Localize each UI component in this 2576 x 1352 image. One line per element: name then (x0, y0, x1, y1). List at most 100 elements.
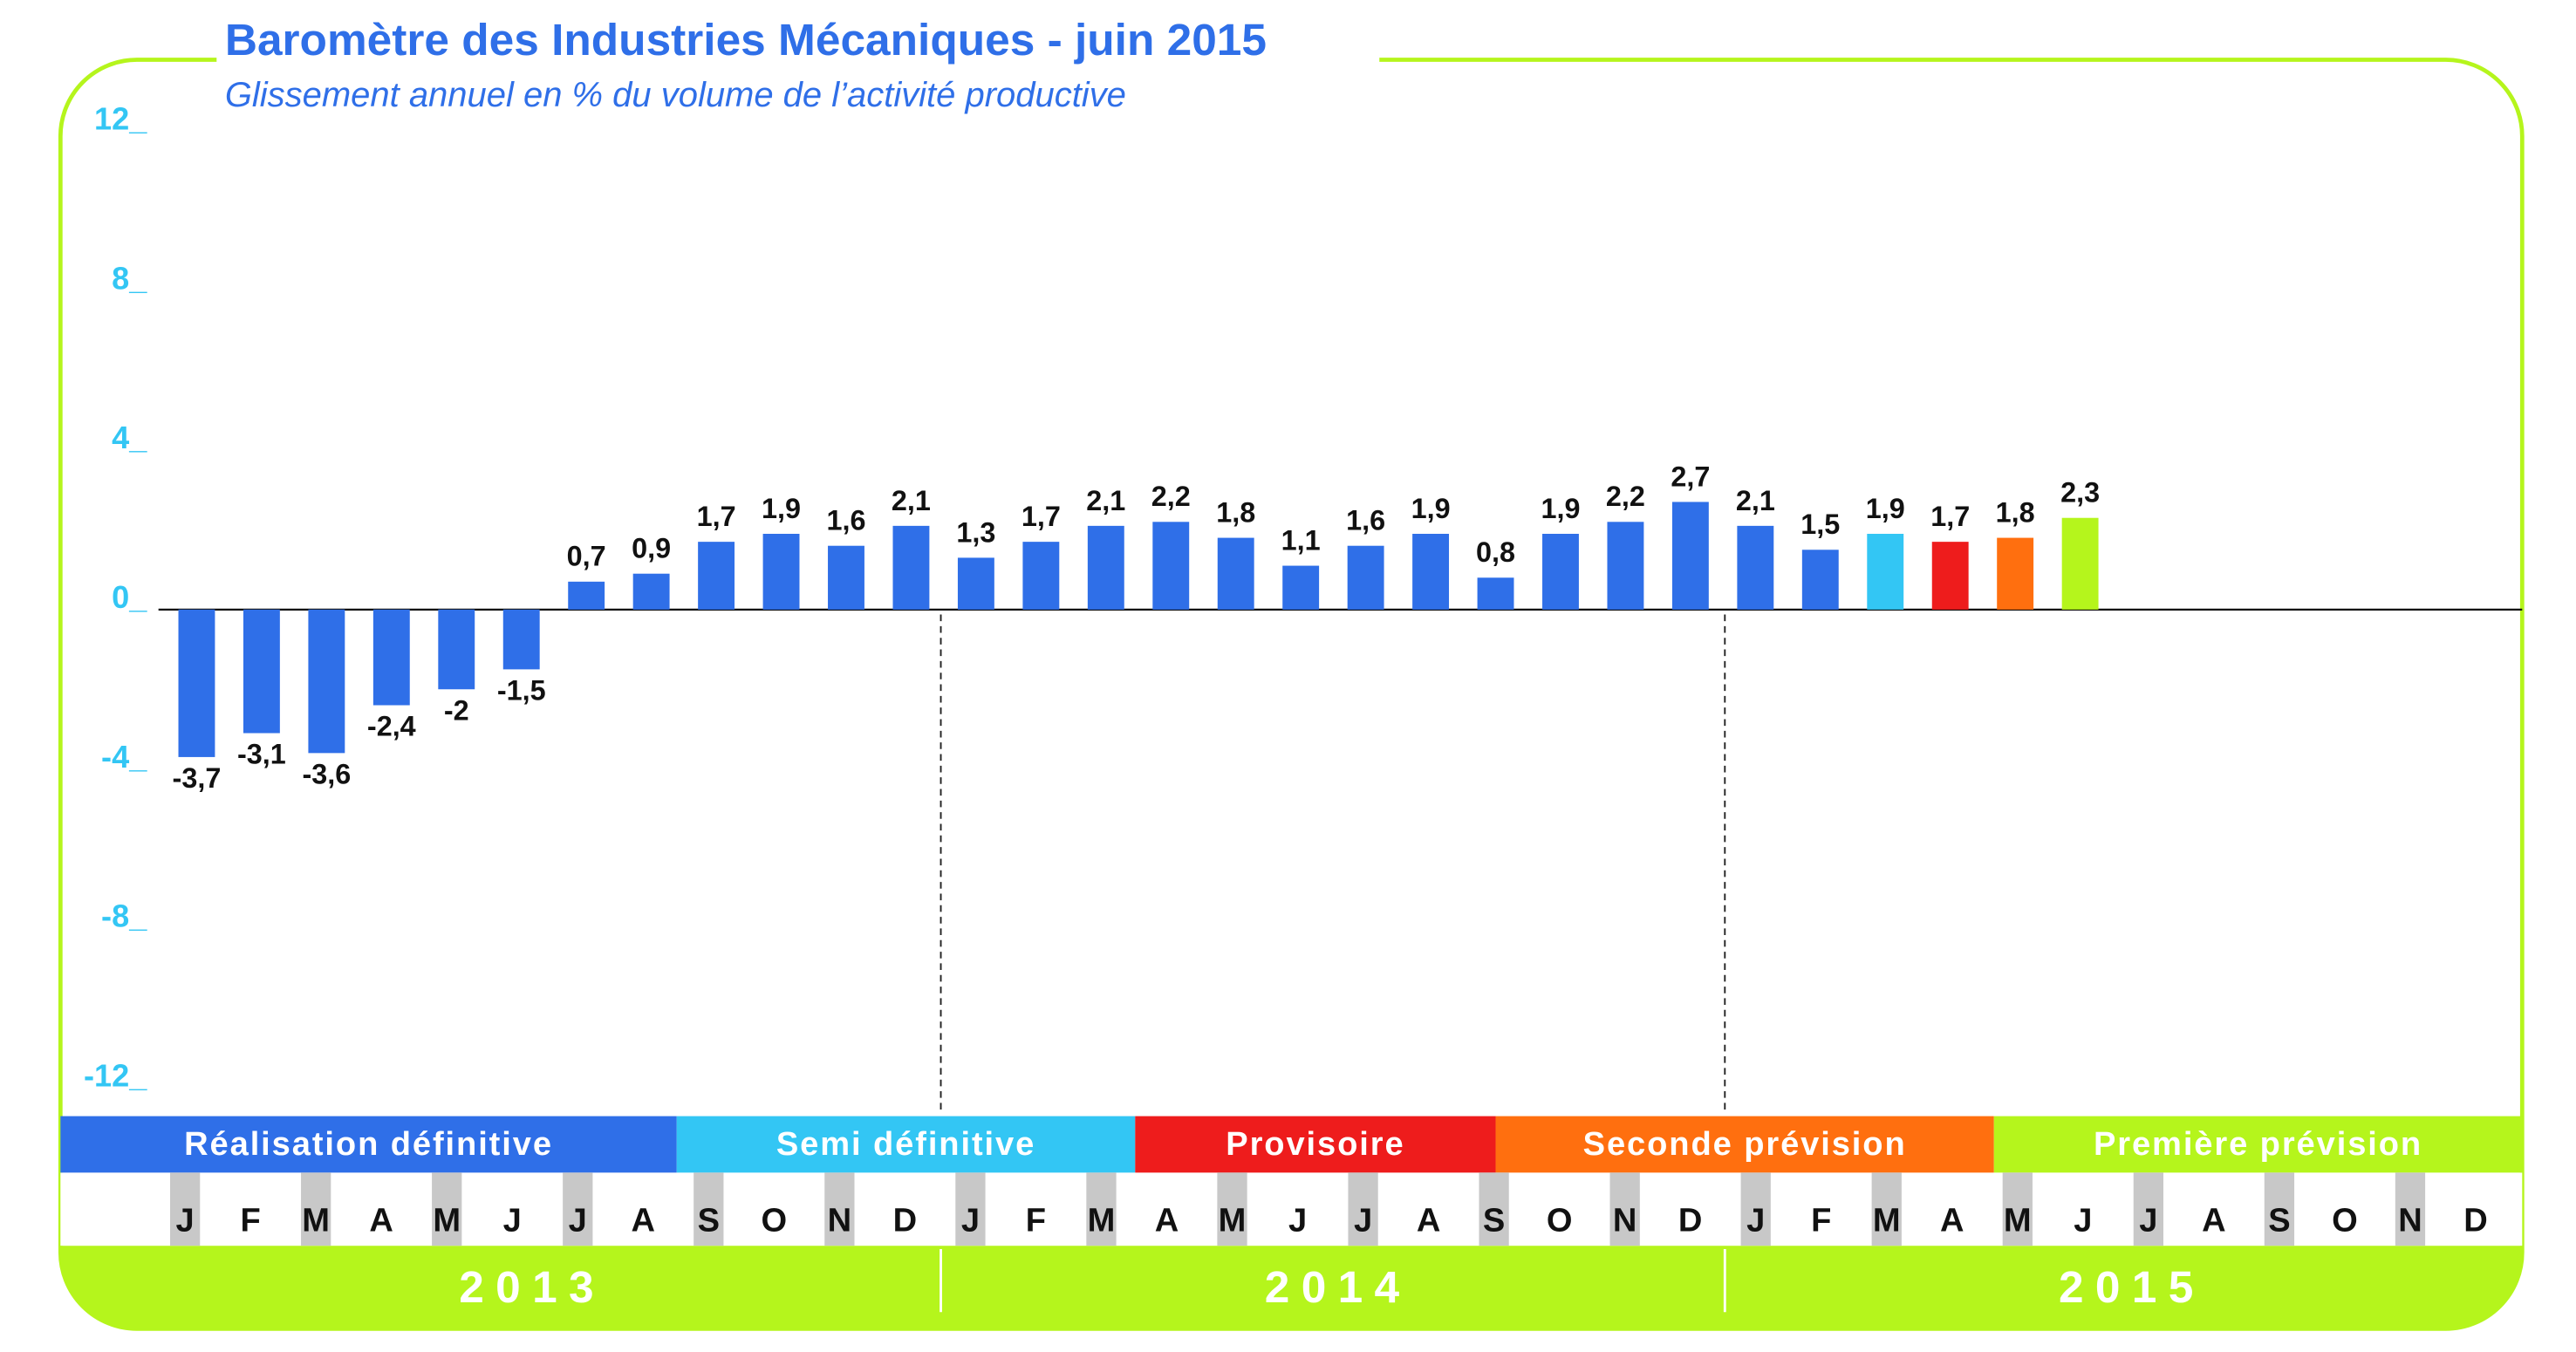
x-tick-label: S (1483, 1203, 1505, 1239)
month-shade (169, 1172, 201, 1246)
bar (632, 573, 670, 610)
phase-label: Réalisation définitive (184, 1126, 553, 1163)
title-backdrop (216, 13, 1380, 64)
bar (1347, 545, 1384, 610)
chart-subtitle: Glissement annuel en % du volume de l’ac… (225, 76, 1126, 114)
bar (243, 609, 280, 734)
x-tick-label: M (302, 1203, 330, 1239)
bar (828, 545, 864, 610)
bar (2061, 517, 2099, 610)
bar (1997, 537, 2034, 610)
value-label: 2,2 (1606, 481, 1645, 512)
x-tick-label: J (2074, 1203, 2092, 1239)
month-shade (1217, 1172, 1247, 1246)
x-tick-label: A (1940, 1203, 1964, 1239)
value-label: -3,7 (173, 762, 222, 794)
x-tick-label: O (762, 1203, 788, 1239)
month-shade (2002, 1172, 2033, 1246)
month-shade (1609, 1172, 1640, 1246)
x-tick-label: J (2139, 1203, 2157, 1239)
month-shade (563, 1172, 593, 1246)
bar (698, 542, 735, 610)
x-tick-label: O (2332, 1203, 2358, 1239)
bar (892, 525, 930, 610)
x-tick-label: M (1873, 1203, 1901, 1239)
bar (1282, 565, 1320, 610)
phase-label: Seconde prévision (1583, 1126, 1907, 1163)
bar (438, 609, 475, 690)
x-tick-label: A (369, 1203, 393, 1239)
bar (568, 581, 605, 610)
x-tick-label: N (2398, 1203, 2422, 1239)
value-label: -2 (444, 694, 469, 726)
month-shade (1479, 1172, 1509, 1246)
bar (1217, 537, 1254, 610)
month-shade (955, 1172, 986, 1246)
value-label: 1,6 (1346, 505, 1385, 536)
phase-band (676, 1116, 1136, 1173)
phase-label: Semi définitive (776, 1126, 1035, 1163)
month-shade (694, 1172, 724, 1246)
x-tick-label: D (2463, 1203, 2488, 1239)
year-label: 2013 (459, 1261, 605, 1312)
x-tick-label: A (632, 1203, 656, 1239)
value-label: 1,7 (1930, 501, 1970, 532)
y-tick-label: 0_ (112, 579, 147, 615)
phase-band (1993, 1116, 2523, 1173)
x-tick-label: D (893, 1203, 918, 1239)
value-label: 1,8 (1216, 496, 1255, 528)
y-tick-label: 8_ (112, 260, 147, 296)
y-tick-label: -12_ (84, 1057, 147, 1093)
value-label: 0,9 (632, 533, 671, 564)
value-label: 0,8 (1476, 536, 1515, 568)
bar (957, 557, 994, 610)
value-label: 1,6 (826, 505, 865, 536)
value-label: 1,1 (1281, 524, 1321, 556)
x-tick-label: J (176, 1203, 195, 1239)
y-tick-label: -4_ (101, 739, 147, 775)
x-tick-label: S (2268, 1203, 2290, 1239)
bar (178, 609, 215, 757)
bar (1607, 522, 1644, 610)
month-shade (2264, 1172, 2295, 1246)
x-tick-label: J (1288, 1203, 1307, 1239)
x-tick-label: J (1746, 1203, 1765, 1239)
bar (1412, 534, 1450, 610)
value-label: 1,9 (1411, 493, 1451, 524)
x-tick-label: M (1219, 1203, 1247, 1239)
x-tick-label: J (1354, 1203, 1372, 1239)
value-label: -2,4 (367, 711, 416, 742)
month-shade (1740, 1172, 1771, 1246)
bar (1022, 542, 1060, 610)
x-tick-label: F (241, 1203, 261, 1239)
phase-label: Provisoire (1226, 1126, 1404, 1163)
chart-title: Baromètre des Industries Mécaniques - ju… (225, 14, 1267, 65)
bar (372, 609, 410, 706)
x-tick-label: O (1547, 1203, 1573, 1239)
value-label: 1,7 (697, 501, 736, 532)
value-label: 1,3 (956, 516, 995, 548)
bar (502, 609, 540, 670)
value-label: 0,7 (567, 541, 606, 572)
month-shade (301, 1172, 331, 1246)
value-label: 2,3 (2060, 477, 2100, 509)
value-label: 1,5 (1800, 509, 1840, 540)
value-label: 1,9 (762, 493, 801, 524)
x-tick-label: J (503, 1203, 522, 1239)
x-tick-label: J (569, 1203, 587, 1239)
month-shade (1348, 1172, 1378, 1246)
y-tick-label: -8_ (101, 898, 147, 934)
x-tick-label: J (961, 1203, 980, 1239)
bar (308, 609, 345, 754)
value-label: 2,2 (1151, 481, 1191, 512)
phase-band (1135, 1116, 1496, 1173)
value-label: 2,1 (1086, 485, 1125, 516)
x-tick-label: F (1811, 1203, 1831, 1239)
phase-band (1495, 1116, 1994, 1173)
bar (1931, 542, 1969, 610)
month-shade (1871, 1172, 1902, 1246)
x-tick-label: F (1026, 1203, 1046, 1239)
month-shade (2133, 1172, 2164, 1246)
value-label: 1,8 (1996, 496, 2035, 528)
